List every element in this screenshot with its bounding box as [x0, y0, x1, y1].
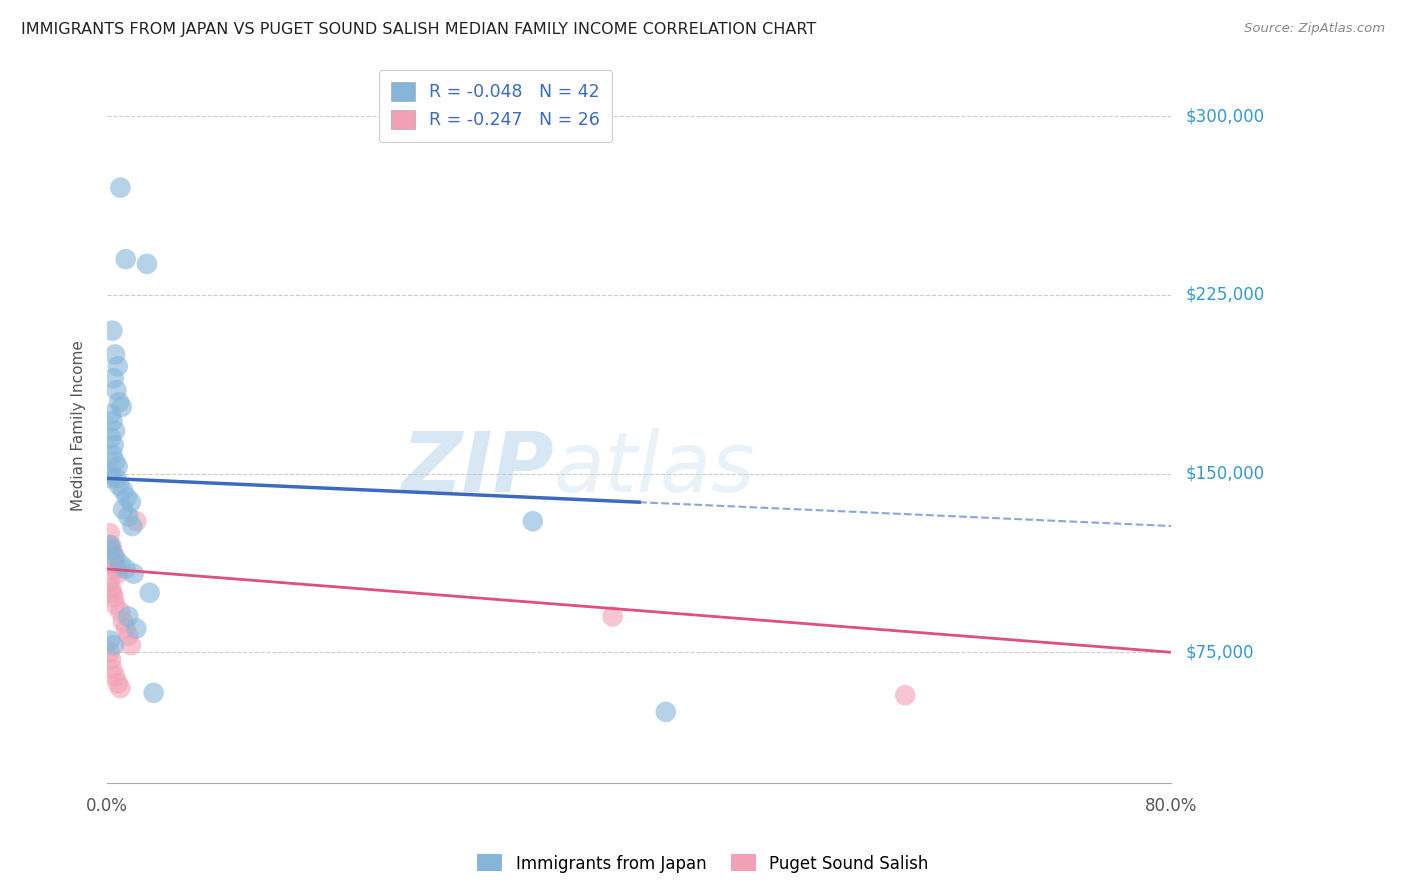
Point — [121, 519, 143, 533]
Point — [101, 662, 124, 676]
Point — [120, 638, 142, 652]
Point — [100, 581, 122, 595]
Point — [114, 252, 136, 267]
Text: $300,000: $300,000 — [1185, 107, 1264, 125]
Point — [522, 514, 544, 528]
Point — [107, 459, 129, 474]
Point — [117, 609, 139, 624]
Point — [110, 681, 132, 695]
Point — [104, 557, 127, 571]
Point — [100, 652, 122, 666]
Point — [114, 622, 136, 636]
Point — [101, 586, 124, 600]
Point — [136, 257, 159, 271]
Point — [98, 645, 121, 659]
Point — [103, 591, 125, 605]
Point — [105, 383, 128, 397]
Point — [98, 467, 121, 481]
Point — [105, 471, 128, 485]
Point — [110, 180, 132, 194]
Point — [101, 324, 124, 338]
Legend: R = -0.048   N = 42, R = -0.247   N = 26: R = -0.048 N = 42, R = -0.247 N = 26 — [378, 70, 612, 142]
Text: atlas: atlas — [554, 428, 755, 509]
Point — [125, 514, 148, 528]
Point — [655, 705, 678, 719]
Point — [111, 400, 134, 414]
Text: ZIP: ZIP — [402, 428, 554, 509]
Text: IMMIGRANTS FROM JAPAN VS PUGET SOUND SALISH MEDIAN FAMILY INCOME CORRELATION CHA: IMMIGRANTS FROM JAPAN VS PUGET SOUND SAL… — [21, 22, 817, 37]
Point — [110, 557, 132, 571]
Point — [103, 438, 125, 452]
Point — [100, 542, 122, 557]
Point — [110, 605, 132, 619]
Point — [100, 407, 122, 421]
Point — [108, 395, 131, 409]
Point — [138, 586, 160, 600]
Legend: Immigrants from Japan, Puget Sound Salish: Immigrants from Japan, Puget Sound Salis… — [471, 847, 935, 880]
Point — [117, 629, 139, 643]
Point — [894, 688, 917, 702]
Point — [105, 562, 128, 576]
Point — [108, 478, 131, 492]
Point — [100, 538, 122, 552]
Point — [107, 676, 129, 690]
Point — [114, 562, 136, 576]
Point — [104, 598, 127, 612]
Point — [103, 638, 125, 652]
Point — [100, 471, 122, 485]
Text: $75,000: $75,000 — [1185, 643, 1254, 661]
Point — [104, 669, 127, 683]
Point — [122, 566, 145, 581]
Point — [103, 371, 125, 385]
Point — [103, 549, 125, 564]
Text: $150,000: $150,000 — [1185, 465, 1264, 483]
Point — [112, 615, 135, 629]
Point — [115, 491, 138, 505]
Point — [107, 566, 129, 581]
Point — [104, 549, 127, 564]
Text: $225,000: $225,000 — [1185, 286, 1264, 304]
Point — [98, 574, 121, 588]
Point — [98, 538, 121, 552]
Point — [101, 542, 124, 557]
Point — [120, 495, 142, 509]
Point — [100, 431, 122, 445]
Point — [98, 526, 121, 541]
Point — [602, 609, 624, 624]
Point — [104, 347, 127, 361]
Text: Source: ZipAtlas.com: Source: ZipAtlas.com — [1244, 22, 1385, 36]
Point — [125, 622, 148, 636]
Point — [104, 455, 127, 469]
Point — [107, 359, 129, 374]
Point — [112, 502, 135, 516]
Y-axis label: Median Family Income: Median Family Income — [72, 341, 86, 511]
Point — [142, 686, 165, 700]
Point — [112, 483, 135, 498]
Point — [117, 509, 139, 524]
Point — [104, 424, 127, 438]
Point — [101, 448, 124, 462]
Point — [98, 633, 121, 648]
Point — [101, 414, 124, 428]
